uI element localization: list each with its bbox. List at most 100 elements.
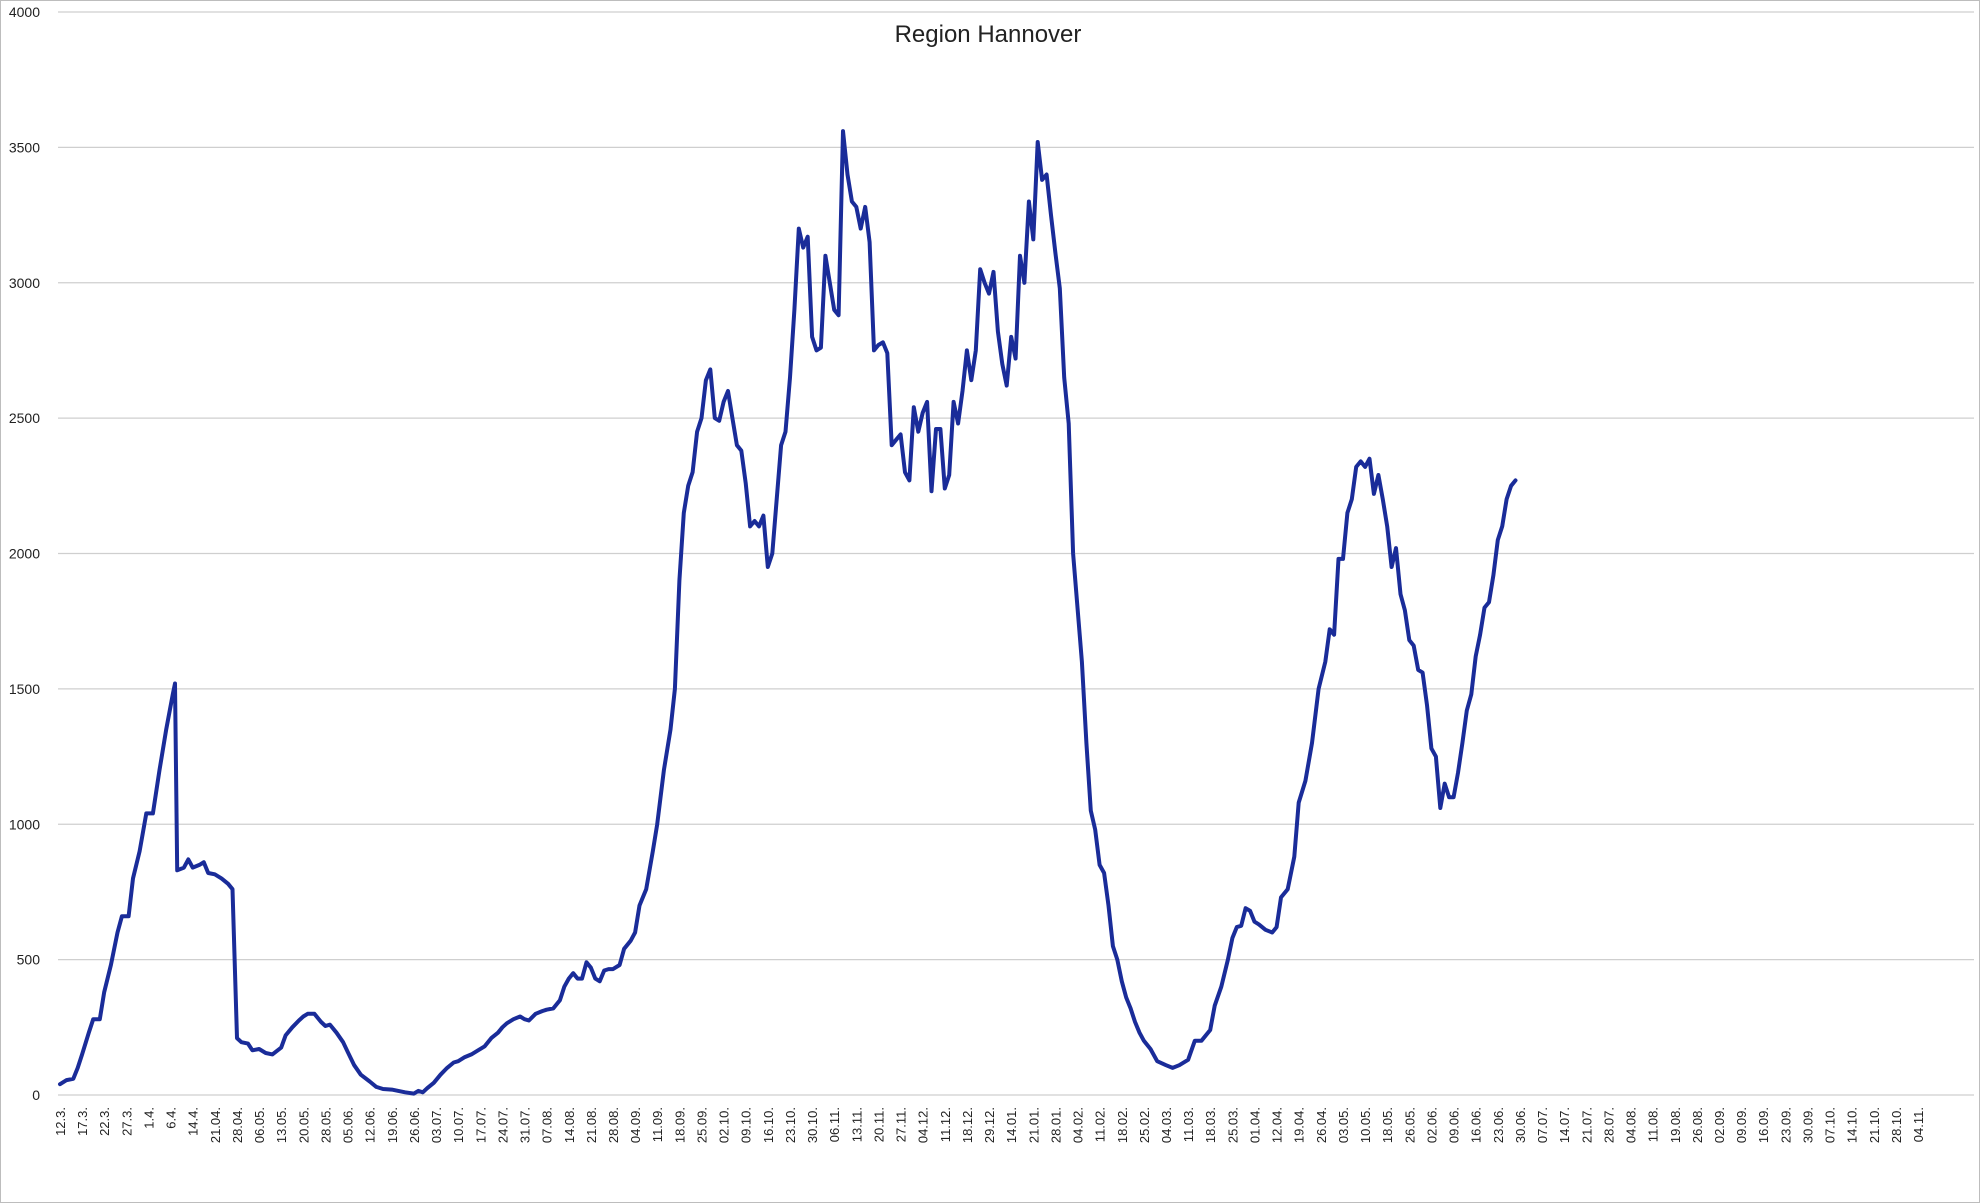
x-tick-label: 22.3. — [97, 1107, 112, 1136]
x-tick-label: 07.07. — [1535, 1107, 1550, 1143]
y-tick-label: 1000 — [9, 816, 40, 832]
series-line-0 — [58, 129, 1518, 1096]
x-tick-label: 14.01. — [1004, 1107, 1019, 1143]
y-tick-label: 2500 — [9, 410, 40, 426]
x-tick-label: 04.09. — [628, 1107, 643, 1143]
x-tick-label: 18.12. — [960, 1107, 975, 1143]
x-tick-label: 26.06. — [407, 1107, 422, 1143]
x-tick-label: 30.06. — [1513, 1107, 1528, 1143]
x-tick-label: 14.4. — [186, 1107, 201, 1136]
x-tick-label: 21.07. — [1579, 1107, 1594, 1143]
x-tick-label: 17.3. — [75, 1107, 90, 1136]
y-tick-label: 1500 — [9, 681, 40, 697]
x-tick-label: 11.12. — [938, 1107, 953, 1142]
x-tick-label: 13.11. — [849, 1107, 864, 1142]
x-tick-label: 28.01. — [1048, 1107, 1063, 1143]
gridlines — [58, 11, 1974, 1096]
x-tick-label: 23.06. — [1491, 1107, 1506, 1143]
x-tick-label: 30.09. — [1800, 1107, 1815, 1143]
x-tick-label: 04.08. — [1624, 1107, 1639, 1143]
x-tick-label: 28.07. — [1601, 1107, 1616, 1143]
x-tick-label: 30.10. — [805, 1107, 820, 1143]
x-tick-label: 02.10. — [717, 1107, 732, 1143]
x-tick-label: 04.03. — [1159, 1107, 1174, 1143]
y-tick-label: 500 — [17, 952, 41, 968]
x-tick-label: 21.01. — [1026, 1107, 1041, 1143]
x-tick-label: 18.03. — [1203, 1107, 1218, 1143]
x-tick-label: 11.08. — [1646, 1107, 1661, 1142]
x-tick-label: 12.3. — [53, 1107, 68, 1136]
x-tick-label: 18.09. — [672, 1107, 687, 1143]
x-tick-label: 12.06. — [363, 1107, 378, 1143]
x-tick-label: 24.07. — [495, 1107, 510, 1143]
x-tick-label: 01.04. — [1247, 1107, 1262, 1143]
x-tick-label: 26.04. — [1314, 1107, 1329, 1143]
y-tick-label: 2000 — [9, 546, 40, 562]
x-tick-label: 07.08. — [540, 1107, 555, 1143]
x-tick-label: 20.05. — [296, 1107, 311, 1143]
y-tick-label: 0 — [32, 1087, 40, 1103]
y-tick-label: 3000 — [9, 275, 40, 291]
x-tick-label: 14.10. — [1845, 1107, 1860, 1143]
x-tick-label: 19.08. — [1668, 1107, 1683, 1143]
x-tick-label: 25.02. — [1137, 1107, 1152, 1143]
x-tick-label: 10.05. — [1358, 1107, 1373, 1143]
x-tick-label: 31.07. — [518, 1107, 533, 1143]
x-tick-label: 11.02. — [1093, 1107, 1108, 1142]
x-tick-label: 16.09. — [1756, 1107, 1771, 1143]
x-tick-label: 26.08. — [1690, 1107, 1705, 1143]
x-tick-label: 04.12. — [916, 1107, 931, 1143]
x-tick-label: 26.05. — [1402, 1107, 1417, 1143]
x-tick-label: 21.04. — [208, 1107, 223, 1143]
x-tick-label: 18.05. — [1380, 1107, 1395, 1143]
x-axis-ticks: 12.3. 17.3. 22.3. 27.3. 1.4. 6.4. 14.4. 21.04. 2… — [53, 1107, 1926, 1143]
x-tick-label: 14.07. — [1557, 1107, 1572, 1143]
x-tick-label: 19.04. — [1292, 1107, 1307, 1143]
x-tick-label: 04.02. — [1071, 1107, 1086, 1143]
x-tick-label: 29.12. — [982, 1107, 997, 1143]
x-tick-label: 11.03. — [1181, 1107, 1196, 1142]
x-tick-label: 13.05. — [274, 1107, 289, 1143]
x-tick-label: 09.09. — [1734, 1107, 1749, 1143]
series-layer — [58, 129, 1518, 1096]
x-tick-label: 03.07. — [429, 1107, 444, 1143]
x-tick-label: 28.10. — [1889, 1107, 1904, 1143]
x-tick-label: 02.06. — [1424, 1107, 1439, 1143]
x-tick-label: 21.08. — [584, 1107, 599, 1143]
x-tick-label: 28.04. — [230, 1107, 245, 1143]
x-tick-label: 19.06. — [385, 1107, 400, 1143]
x-tick-label: 04.11. — [1911, 1107, 1926, 1142]
x-tick-label: 27.3. — [119, 1107, 134, 1136]
x-tick-label: 09.06. — [1447, 1107, 1462, 1143]
x-tick-label: 28.08. — [606, 1107, 621, 1143]
x-tick-label: 16.06. — [1469, 1107, 1484, 1143]
x-tick-label: 12.04. — [1270, 1107, 1285, 1143]
x-tick-label: 09.10. — [739, 1107, 754, 1143]
y-tick-label: 3500 — [9, 139, 40, 155]
x-tick-label: 10.07. — [451, 1107, 466, 1143]
y-axis-ticks: 0 500 1000 1500 2000 2500 3000 3500 4000 — [9, 4, 40, 1103]
x-tick-label: 6.4. — [164, 1107, 179, 1129]
x-tick-label: 03.05. — [1336, 1107, 1351, 1143]
x-tick-label: 17.07. — [473, 1107, 488, 1143]
x-tick-label: 06.11. — [827, 1107, 842, 1142]
x-tick-label: 06.05. — [252, 1107, 267, 1143]
x-tick-label: 23.10. — [783, 1107, 798, 1143]
x-tick-label: 05.06. — [341, 1107, 356, 1143]
x-tick-label: 07.10. — [1823, 1107, 1838, 1143]
x-tick-label: 23.09. — [1778, 1107, 1793, 1143]
x-tick-label: 16.10. — [761, 1107, 776, 1143]
x-tick-label: 21.10. — [1867, 1107, 1882, 1143]
x-tick-label: 28.05. — [318, 1107, 333, 1143]
x-tick-label: 25.03. — [1225, 1107, 1240, 1143]
x-tick-label: 18.02. — [1115, 1107, 1130, 1143]
x-tick-label: 11.09. — [650, 1107, 665, 1142]
x-tick-label: 25.09. — [694, 1107, 709, 1143]
x-tick-label: 1.4. — [141, 1107, 156, 1129]
x-tick-label: 27.11. — [894, 1107, 909, 1142]
y-tick-label: 4000 — [9, 4, 40, 20]
x-tick-label: 14.08. — [562, 1107, 577, 1143]
x-tick-label: 20.11. — [871, 1107, 886, 1142]
